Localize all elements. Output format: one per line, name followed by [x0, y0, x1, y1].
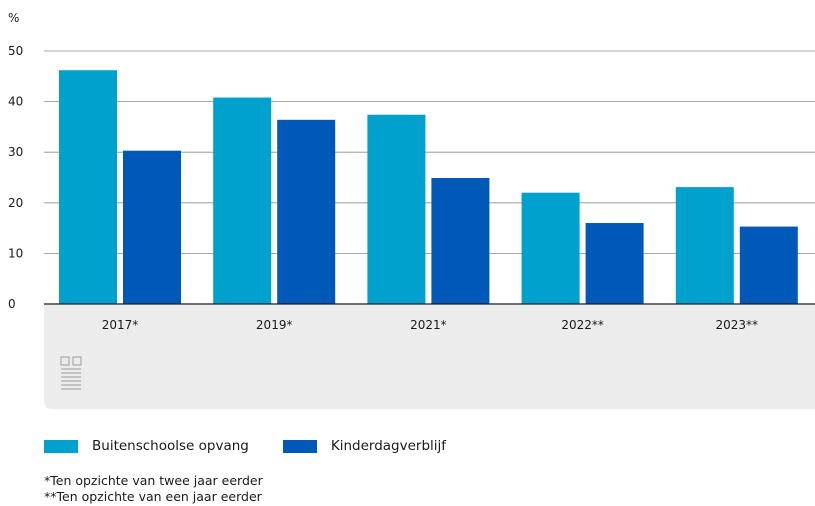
bar-buitenschoolse-opvang-0 — [59, 70, 117, 304]
x-tick-label: 2019* — [256, 318, 293, 332]
bar-buitenschoolse-opvang-3 — [521, 192, 580, 304]
bar-kinderdagverblijf-0 — [123, 150, 181, 304]
y-tick-label: 40 — [8, 95, 23, 109]
x-tick-label: 2021* — [410, 318, 447, 332]
y-tick-label: 50 — [8, 44, 23, 58]
x-tick-label: 2023** — [716, 318, 759, 332]
legend-label: Buitenschoolse opvang — [92, 438, 249, 454]
legend-item-kinderdagverblijf: Kinderdagverblijf — [282, 438, 447, 454]
bar-chart: % 0 10 20 30 40 50 2017* 2019* 2021* 2022** 2023*… — [8, 11, 815, 409]
bar-kinderdagverblijf-3 — [585, 223, 644, 304]
bar-buitenschoolse-opvang-2 — [367, 114, 426, 304]
bar-buitenschoolse-opvang-4 — [675, 187, 734, 304]
legend: Buitenschoolse opvang Kinderdagverblijf — [44, 438, 480, 454]
y-tick-label: 0 — [8, 297, 16, 311]
y-tick-label: 20 — [8, 196, 23, 210]
y-axis-unit: % — [8, 11, 19, 25]
bar-kinderdagverblijf-2 — [431, 178, 490, 304]
legend-label: Kinderdagverblijf — [330, 438, 447, 454]
footnote-2: **Ten opzichte van een jaar eerder — [44, 489, 262, 504]
bar-kinderdagverblijf-4 — [739, 226, 798, 304]
y-tick-label: 30 — [8, 145, 23, 159]
x-tick-labels: 2017* 2019* 2021* 2022** 2023** — [102, 318, 758, 332]
legend-swatch — [44, 439, 78, 453]
x-tick-label: 2022** — [561, 318, 604, 332]
legend-item-buitenschoolse-opvang: Buitenschoolse opvang — [44, 438, 249, 454]
legend-swatch — [282, 439, 317, 453]
cbs-logo-icon — [60, 356, 82, 390]
bar-buitenschoolse-opvang-1 — [213, 97, 272, 304]
y-tick-label: 10 — [8, 246, 23, 260]
footnote-1: *Ten opzichte van twee jaar eerder — [44, 473, 263, 488]
bar-kinderdagverblijf-1 — [277, 119, 336, 304]
y-tick-labels: 0 10 20 30 40 50 — [8, 44, 23, 311]
bars — [59, 70, 798, 304]
category-panel — [44, 305, 815, 409]
x-tick-label: 2017* — [102, 318, 139, 332]
